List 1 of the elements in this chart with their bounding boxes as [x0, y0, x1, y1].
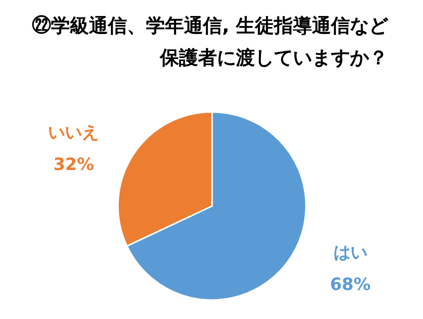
title: ㉒学級通信、学年通信, 生徒指導通信など保護者に渡していますか？	[31, 14, 388, 71]
